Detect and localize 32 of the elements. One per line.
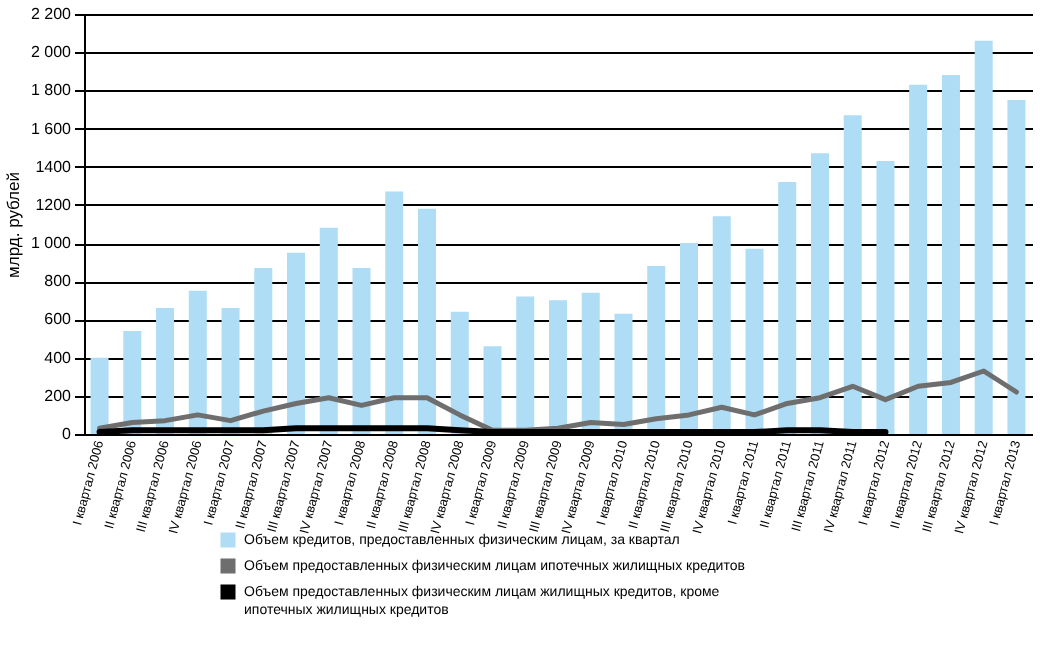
bar	[941, 75, 960, 434]
line-series	[97, 368, 1019, 433]
bar	[319, 227, 338, 434]
y-tick-label: 1400	[35, 157, 73, 176]
y-tick-label: 1200	[35, 195, 73, 214]
y-tick-label: 200	[44, 386, 73, 405]
bar	[385, 191, 404, 434]
bar	[1007, 99, 1026, 434]
bar	[188, 290, 207, 434]
bar	[778, 182, 797, 434]
bar	[156, 308, 175, 434]
y-tick-label: 0	[62, 425, 73, 443]
y-tick-label: 2 200	[30, 5, 73, 23]
bar	[876, 161, 895, 434]
bar	[90, 357, 109, 434]
y-tick-label: 2 000	[30, 43, 73, 62]
bar	[810, 153, 829, 434]
y-tick-label: 400	[44, 348, 73, 367]
y-tick-label: 800	[44, 272, 73, 291]
bar	[254, 267, 273, 434]
bar	[418, 208, 437, 434]
bar	[450, 311, 469, 434]
y-tick-label: 600	[44, 310, 73, 329]
bar	[221, 308, 240, 434]
bar	[352, 267, 371, 434]
y-tick-label: 1 600	[30, 119, 73, 138]
y-tick-label: 1 000	[30, 234, 73, 253]
bar	[909, 84, 928, 434]
y-tick-label: 1 800	[30, 81, 73, 100]
bar	[974, 40, 993, 434]
y-axis-title: млрд. рублей	[2, 171, 23, 278]
bar	[287, 252, 306, 434]
